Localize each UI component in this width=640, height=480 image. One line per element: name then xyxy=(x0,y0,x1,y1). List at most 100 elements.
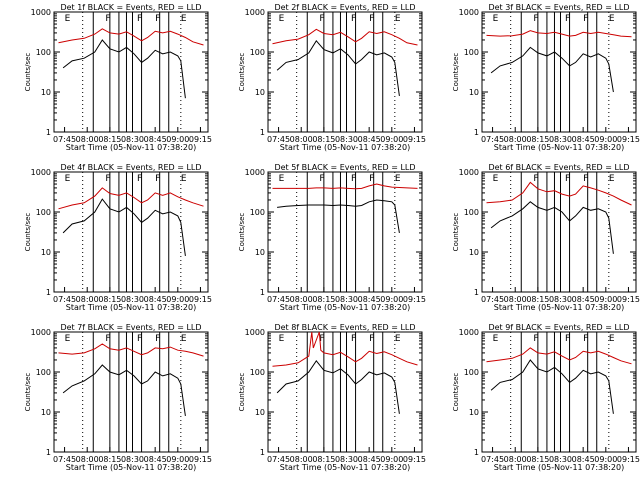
region-marker: F xyxy=(565,14,570,24)
y-axis-label: Counts/sec xyxy=(238,53,246,92)
x-tick-label: 07:45 xyxy=(267,135,290,144)
x-tick-label: 09:15 xyxy=(189,135,212,144)
x-tick-label: 08:00 xyxy=(290,295,313,304)
x-tick-label: 08:45 xyxy=(144,135,167,144)
y-tick-label: 100 xyxy=(36,368,51,377)
x-tick-label: 08:30 xyxy=(121,295,144,304)
x-tick-label: 08:45 xyxy=(358,295,381,304)
x-axis-label: Start Time (05-Nov-11 07:38:20) xyxy=(494,303,624,312)
x-tick-label: 09:00 xyxy=(594,295,617,304)
plot-frame xyxy=(267,331,423,453)
x-tick-label: 08:30 xyxy=(549,295,572,304)
panel-7: Det 7f BLACK = Events, RED = LLD E F F F E 1 10… xyxy=(24,323,212,472)
x-tick-label: 08:30 xyxy=(121,455,144,464)
region-marker: E xyxy=(493,174,499,184)
events-series-line xyxy=(276,39,400,96)
lld-series-line xyxy=(486,181,632,206)
y-tick-label: 1000 xyxy=(31,8,51,17)
region-marker: F xyxy=(351,334,356,344)
lld-series-line xyxy=(58,343,204,357)
x-tick-label: 08:30 xyxy=(335,295,358,304)
y-tick-label: 1000 xyxy=(245,8,265,17)
x-tick-label: 08:30 xyxy=(549,455,572,464)
panel-title: Det 2f BLACK = Events, RED = LLD xyxy=(274,3,415,12)
region-marker: F xyxy=(155,14,160,24)
x-axis-label: Start Time (05-Nov-11 07:38:20) xyxy=(494,463,624,472)
y-tick-label: 10 xyxy=(469,88,479,97)
y-tick-label: 100 xyxy=(464,368,479,377)
y-tick-label: 10 xyxy=(469,408,479,417)
panel-title: Det 1f BLACK = Events, RED = LLD xyxy=(60,3,201,12)
y-axis-label: Counts/sec xyxy=(238,213,246,252)
x-tick-label: 09:15 xyxy=(617,135,640,144)
panel-3: Det 3f BLACK = Events, RED = LLD E F F F E 1 10… xyxy=(452,3,640,152)
x-tick-label: 08:00 xyxy=(76,135,99,144)
x-tick-label: 09:00 xyxy=(166,455,189,464)
y-tick-label: 1000 xyxy=(245,168,265,177)
panel-2: Det 2f BLACK = Events, RED = LLD E F F F E 1 10… xyxy=(238,3,426,152)
region-marker: F xyxy=(565,174,570,184)
region-marker: F xyxy=(583,174,588,184)
x-tick-label: 08:30 xyxy=(121,135,144,144)
region-marker: E xyxy=(181,334,187,344)
region-marker: F xyxy=(533,174,538,184)
x-tick-label: 07:45 xyxy=(267,295,290,304)
events-series-line xyxy=(490,201,614,254)
y-tick-label: 1000 xyxy=(245,328,265,337)
x-tick-label: 07:45 xyxy=(53,295,76,304)
region-marker: F xyxy=(319,14,324,24)
x-tick-label: 07:45 xyxy=(53,135,76,144)
region-marker: E xyxy=(279,334,285,344)
y-tick-label: 10 xyxy=(255,248,265,257)
x-tick-label: 08:45 xyxy=(358,455,381,464)
region-marker: E xyxy=(493,334,499,344)
y-tick-label: 1000 xyxy=(459,328,479,337)
events-series-line xyxy=(62,198,186,256)
region-marker: E xyxy=(395,334,401,344)
region-marker: E xyxy=(493,14,499,24)
panel-title: Det 5f BLACK = Events, RED = LLD xyxy=(274,163,415,172)
x-tick-label: 08:15 xyxy=(98,455,121,464)
region-marker: F xyxy=(155,334,160,344)
region-marker: F xyxy=(319,334,324,344)
panel-4: Det 4f BLACK = Events, RED = LLD E F F F E 1 10… xyxy=(24,163,212,312)
y-tick-label: 1000 xyxy=(459,8,479,17)
region-marker: E xyxy=(65,174,71,184)
y-tick-label: 10 xyxy=(255,88,265,97)
x-tick-label: 08:30 xyxy=(335,135,358,144)
y-tick-label: 10 xyxy=(41,88,51,97)
y-tick-label: 1000 xyxy=(459,168,479,177)
lld-series-line xyxy=(58,187,204,210)
x-tick-label: 08:15 xyxy=(312,455,335,464)
x-axis-label: Start Time (05-Nov-11 07:38:20) xyxy=(280,143,410,152)
y-tick-label: 100 xyxy=(464,208,479,217)
y-tick-label: 100 xyxy=(250,208,265,217)
y-axis-label: Counts/sec xyxy=(452,213,460,252)
y-tick-label: 10 xyxy=(41,248,51,257)
y-tick-label: 1000 xyxy=(31,168,51,177)
x-tick-label: 09:15 xyxy=(403,295,426,304)
lld-series-line xyxy=(486,347,632,365)
region-marker: F xyxy=(369,174,374,184)
region-marker: E xyxy=(65,334,71,344)
y-tick-label: 1 xyxy=(260,288,265,297)
x-tick-label: 08:45 xyxy=(144,295,167,304)
x-tick-label: 08:30 xyxy=(335,455,358,464)
y-tick-label: 1 xyxy=(474,128,479,137)
y-axis-label: Counts/sec xyxy=(24,213,32,252)
y-tick-label: 1 xyxy=(46,128,51,137)
x-tick-label: 08:00 xyxy=(504,295,527,304)
y-tick-label: 1000 xyxy=(31,328,51,337)
x-axis-label: Start Time (05-Nov-11 07:38:20) xyxy=(66,463,196,472)
y-axis-label: Counts/sec xyxy=(24,53,32,92)
region-marker: F xyxy=(533,14,538,24)
lld-series-line xyxy=(272,331,418,367)
y-tick-label: 100 xyxy=(36,48,51,57)
x-tick-label: 08:15 xyxy=(526,135,549,144)
panel-title: Det 8f BLACK = Events, RED = LLD xyxy=(274,323,415,332)
x-tick-label: 09:00 xyxy=(380,295,403,304)
region-marker: E xyxy=(181,14,187,24)
panel-9: Det 9f BLACK = Events, RED = LLD E F F F E 1 10… xyxy=(452,323,640,472)
x-tick-label: 08:45 xyxy=(572,295,595,304)
